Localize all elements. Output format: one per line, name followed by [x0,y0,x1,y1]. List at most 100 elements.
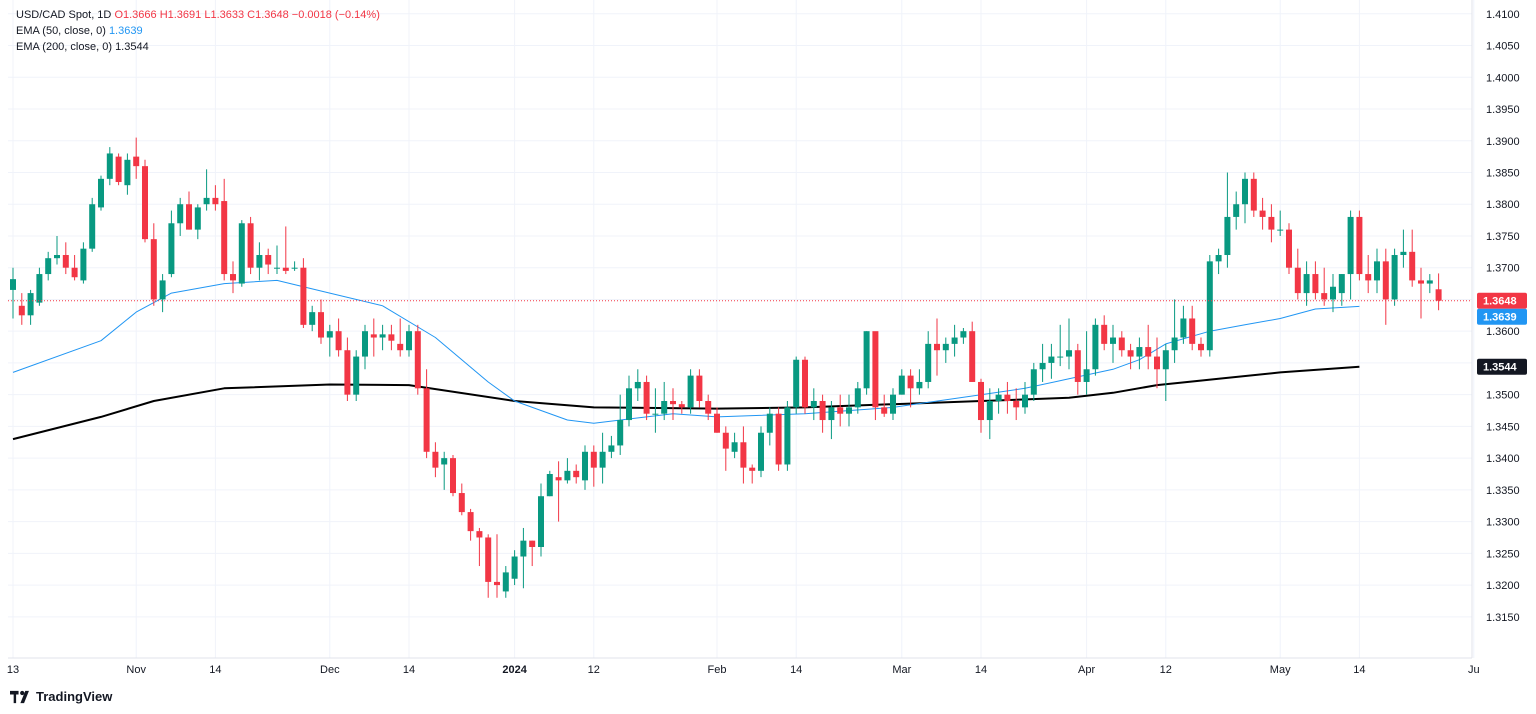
candle-body [432,451,439,468]
candle [740,426,747,484]
candle [1268,204,1275,243]
candle [881,394,888,417]
candle-body [80,248,87,281]
candle [1136,337,1143,370]
candle-body [1189,318,1196,344]
candle [1154,337,1160,389]
candle [353,350,360,402]
candle-body [678,404,685,408]
candle-body [133,156,140,167]
candle-body [10,279,16,290]
candle [1162,343,1169,402]
price-tag: 1.3544 [1477,358,1527,375]
candle-body [1004,394,1011,402]
candle-body [494,581,500,586]
candle [617,394,624,455]
candle [1066,318,1072,370]
candle-body [150,239,157,300]
candle-body [194,207,201,230]
candle [564,458,571,484]
candle-body [960,331,967,338]
candle-body [1224,216,1231,256]
candle [1294,248,1301,300]
candle-body [45,258,52,275]
candle [1057,324,1064,367]
candle [45,251,52,281]
candle-body [54,255,60,259]
candle [590,445,597,487]
candle-body [1101,324,1108,344]
candle [731,432,738,459]
ema50-legend-row[interactable]: EMA (50, close, 0) 1.3639 [16,23,380,39]
candle-body [1312,274,1319,294]
candle-body [1233,204,1240,217]
candle [282,226,289,275]
candle-body [344,350,351,395]
tradingview-brand[interactable]: TradingView [10,689,112,704]
candle [344,337,351,402]
ema200-legend-row[interactable]: EMA (200, close, 0) 1.3544 [16,39,380,55]
candle [362,324,368,370]
candle-body [546,474,553,497]
candle-body [291,267,298,269]
candle [309,305,316,332]
price-tag-label: 1.3648 [1483,296,1517,308]
y-tick-label: 1.3600 [1486,326,1520,338]
chart-legend: USD/CAD Spot, 1D O1.3666 H1.3691 L1.3633… [16,7,380,55]
candle-body [608,445,615,452]
ema200-line-layer [12,365,1360,441]
candle [546,470,553,497]
candle-body [687,375,694,408]
candle [89,197,96,252]
price-tags: 1.3648 1.3639 1.3544 [1477,292,1527,375]
candle [916,369,923,395]
candle-body [1206,261,1213,351]
candle-body [766,413,773,433]
candle [291,261,298,271]
candle [458,483,465,516]
candle-body [221,201,228,275]
candle-body [714,413,720,433]
candle [1074,343,1081,395]
candle [1242,172,1248,224]
candle [1356,210,1363,281]
candle-body [1066,350,1072,357]
candle [1189,305,1196,351]
candle [467,508,474,541]
candle [300,258,307,329]
candle [520,527,527,589]
y-tick-label: 1.4000 [1486,72,1520,84]
candle [124,153,131,195]
candle [159,274,166,313]
candle-body [485,537,492,582]
x-tick-label: Apr [1078,664,1095,676]
candle [27,289,34,325]
candle [247,216,254,275]
candle [687,369,694,414]
candle-body [1180,318,1187,338]
candle [978,378,984,433]
candle-body [1092,324,1099,370]
candle-body [1074,350,1081,382]
candle [854,381,861,414]
x-tick-label: 13 [7,664,19,676]
candle-body [458,493,465,513]
candle [696,369,703,408]
candle-body [98,178,104,208]
tradingview-logo-icon [10,690,29,703]
candle-body [1048,356,1055,363]
y-tick-label: 1.3350 [1486,485,1520,497]
candle [1400,229,1407,268]
symbol-legend-row[interactable]: USD/CAD Spot, 1D O1.3666 H1.3691 L1.3633… [16,7,380,23]
time-axis[interactable]: 13 Nov 14 Dec 14 2024 12 Feb 14 Mar 14 Apr 12 May 14 Ju [7,664,1480,676]
candle [1277,210,1284,236]
candle-body [1110,337,1116,344]
candle [1145,324,1152,370]
candle-body [872,331,879,408]
candle [1180,305,1187,344]
candle-body [1435,289,1442,301]
candle [1048,343,1055,379]
candle-body [819,401,826,421]
candle-body [670,401,676,405]
